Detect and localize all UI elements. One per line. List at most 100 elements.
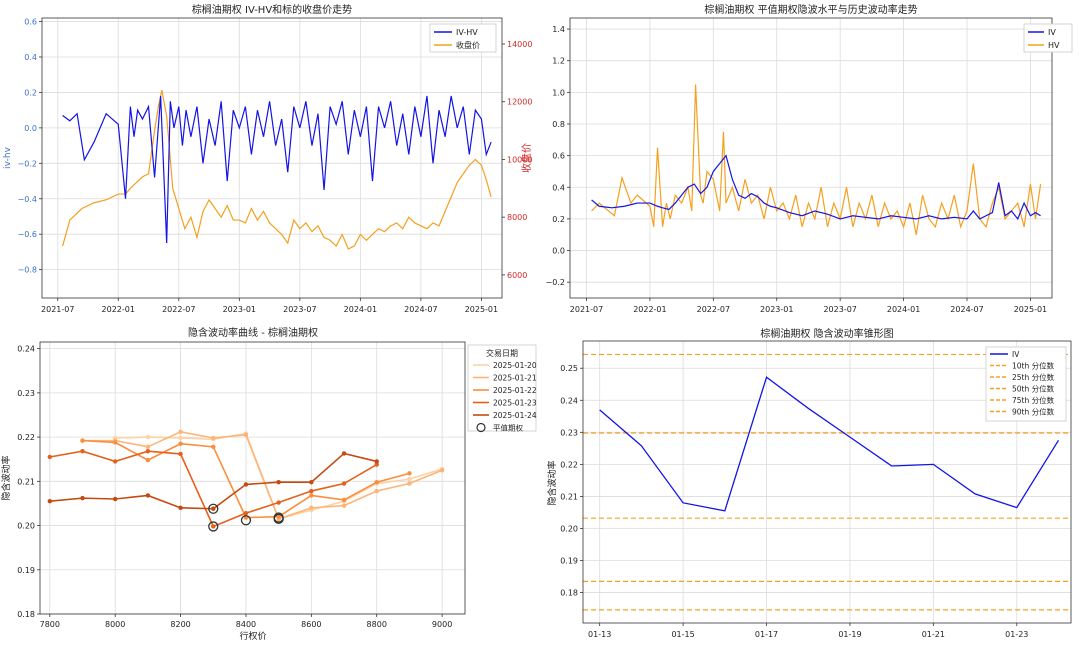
legend-label-2025-01-20: 2025-01-20 xyxy=(493,361,537,370)
y-tick-label-right: 14000 xyxy=(507,40,532,49)
y-tick-label-left: −0.6 xyxy=(18,230,37,239)
data-point-2025-01-20 xyxy=(407,476,412,482)
legend-label-2025-01-21: 2025-01-21 xyxy=(493,374,537,383)
series-line-iv-hv xyxy=(62,95,492,244)
data-point-2025-01-22 xyxy=(309,493,314,498)
y-tick-label: 1.2 xyxy=(552,57,565,66)
y-tick-label: 0.25 xyxy=(560,364,578,373)
data-point-2025-01-21 xyxy=(145,444,151,450)
y-tick-label: 1.0 xyxy=(552,88,565,97)
x-tick-label: 2021-07 xyxy=(41,305,74,314)
plot-frame xyxy=(569,17,1053,299)
y-tick-label-left: −0.8 xyxy=(18,266,37,275)
legend-label-iv: IV xyxy=(1048,28,1056,37)
data-point-2025-01-23 xyxy=(211,524,216,529)
atm-marker xyxy=(273,513,284,525)
y-tick-label: 0.21 xyxy=(560,492,578,501)
y-tick-label-right: 6000 xyxy=(507,271,527,280)
data-point-2025-01-23 xyxy=(112,459,118,464)
x-tick-label: 01-17 xyxy=(755,630,778,639)
y-tick-label-left: 0.6 xyxy=(24,18,37,27)
series-line-2025-01-21 xyxy=(82,430,443,520)
legend-label-iv-hv: IV-HV xyxy=(456,28,478,37)
legend-label-2025-01-24: 2025-01-24 xyxy=(493,411,537,420)
y-tick-label: 0.24 xyxy=(560,396,578,405)
plot-frame xyxy=(41,17,503,299)
data-point-2025-01-22 xyxy=(341,497,347,503)
x-tick-label: 8800 xyxy=(367,620,387,629)
y-tick-label: 0.8 xyxy=(552,120,565,129)
data-point-2025-01-21 xyxy=(178,429,183,434)
data-point-2025-01-24 xyxy=(178,505,183,511)
series-line-2025-01-23 xyxy=(49,450,378,528)
x-tick-label: 2023-07 xyxy=(283,305,316,314)
legend-label-2025-01-22: 2025-01-22 xyxy=(493,386,537,395)
x-tick-label: 01-23 xyxy=(1005,630,1028,639)
y-tick-label: 0.6 xyxy=(552,152,565,161)
y-axis-label-left: iv-hv xyxy=(3,146,13,169)
data-point-2025-01-23 xyxy=(374,462,379,467)
data-point-2025-01-24 xyxy=(112,496,118,502)
data-point-2025-01-22 xyxy=(407,471,412,476)
y-tick-label: 0.23 xyxy=(560,428,578,437)
x-tick-label: 2022-01 xyxy=(633,305,666,314)
y-axis-label-right: 收盘价 xyxy=(520,143,533,173)
chart-title: 棕榈油期权 隐含波动率锥形图 xyxy=(760,327,893,340)
data-point-2025-01-24 xyxy=(276,480,281,485)
y-tick-label-right: 12000 xyxy=(507,98,532,107)
legend: 交易日期 2025-01-20 2025-01-21 2025-01-22 2025-… xyxy=(467,344,537,433)
y-tick-label: 0.23 xyxy=(17,389,35,398)
y-tick-label: 0.22 xyxy=(17,433,35,442)
chart-title: 隐含波动率曲线 - 棕榈油期权 xyxy=(188,326,318,339)
y-tick-label: 0.19 xyxy=(17,566,35,575)
atm-marker xyxy=(208,521,219,532)
iv-smile-chart: 7800 8000 8200 8400 8600 8800 9000 0.24 0.23 0.2… xyxy=(0,326,537,642)
series-line-iv xyxy=(591,154,1041,221)
x-tick-label: 8400 xyxy=(236,620,256,629)
series-line-hv xyxy=(591,84,1042,235)
x-tick-label: 2025-01 xyxy=(465,305,498,314)
x-tick-label: 2022-07 xyxy=(162,305,195,314)
y-tick-label-left: −0.4 xyxy=(18,195,37,204)
iv-cone-panel: 01-13 01-15 01-17 01-19 01-21 01-23 0.25 0.24 0… xyxy=(540,323,1080,646)
data-point-2025-01-21 xyxy=(374,488,379,494)
data-point-2025-01-22 xyxy=(145,457,151,463)
data-point-2025-01-22 xyxy=(374,480,379,485)
x-tick-label: 01-21 xyxy=(922,630,945,639)
x-tick-label: 8000 xyxy=(105,620,125,629)
y-tick-label-left: 0.4 xyxy=(24,53,37,62)
legend-label-2: 25th 分位数 xyxy=(1012,372,1055,382)
data-point-2025-01-21 xyxy=(243,432,249,438)
data-point-2025-01-24 xyxy=(243,482,249,487)
y-tick-label: 0.2 xyxy=(552,215,565,224)
iv-hv-level-panel: 2021-07 2022-01 2022-07 2023-01 2023-07 2024-… xyxy=(540,0,1080,323)
data-point-2025-01-23 xyxy=(341,481,347,486)
x-tick-label: 2024-01 xyxy=(887,305,920,314)
data-point-2025-01-23 xyxy=(145,449,151,454)
iv-hv-close-panel: 2021-07 2022-01 2022-07 2023-01 2023-07 2024-… xyxy=(0,0,540,323)
series-line-2025-01-20 xyxy=(115,432,443,520)
plot-frame xyxy=(39,341,466,615)
data-point-2025-01-22 xyxy=(276,514,281,519)
x-tick-label: 2022-01 xyxy=(102,305,135,314)
data-point-2025-01-21 xyxy=(341,503,347,508)
legend-label-2025-01-23: 2025-01-23 xyxy=(493,399,537,408)
data-point-2025-01-20 xyxy=(178,435,183,441)
y-tick-label: 0.21 xyxy=(17,477,35,486)
data-point-2025-01-23 xyxy=(47,454,53,460)
data-point-2025-01-22 xyxy=(178,441,183,446)
legend-label-0: IV xyxy=(1012,350,1020,359)
atm-marker xyxy=(240,515,252,526)
x-tick-label: 2024-07 xyxy=(950,305,983,314)
y-tick-label: 0.20 xyxy=(17,522,35,531)
y-tick-label-left: 0.0 xyxy=(24,124,37,133)
y-tick-label: 0.0 xyxy=(552,247,565,256)
data-point-2025-01-23 xyxy=(178,451,183,457)
legend-label-hv: HV xyxy=(1048,41,1060,50)
y-axis-label: 隐含波动率 xyxy=(0,455,12,500)
series-line-close-price xyxy=(62,90,492,250)
data-point-2025-01-22 xyxy=(211,444,216,450)
data-point-2025-01-24 xyxy=(374,459,379,464)
data-point-2025-01-24 xyxy=(341,451,347,456)
